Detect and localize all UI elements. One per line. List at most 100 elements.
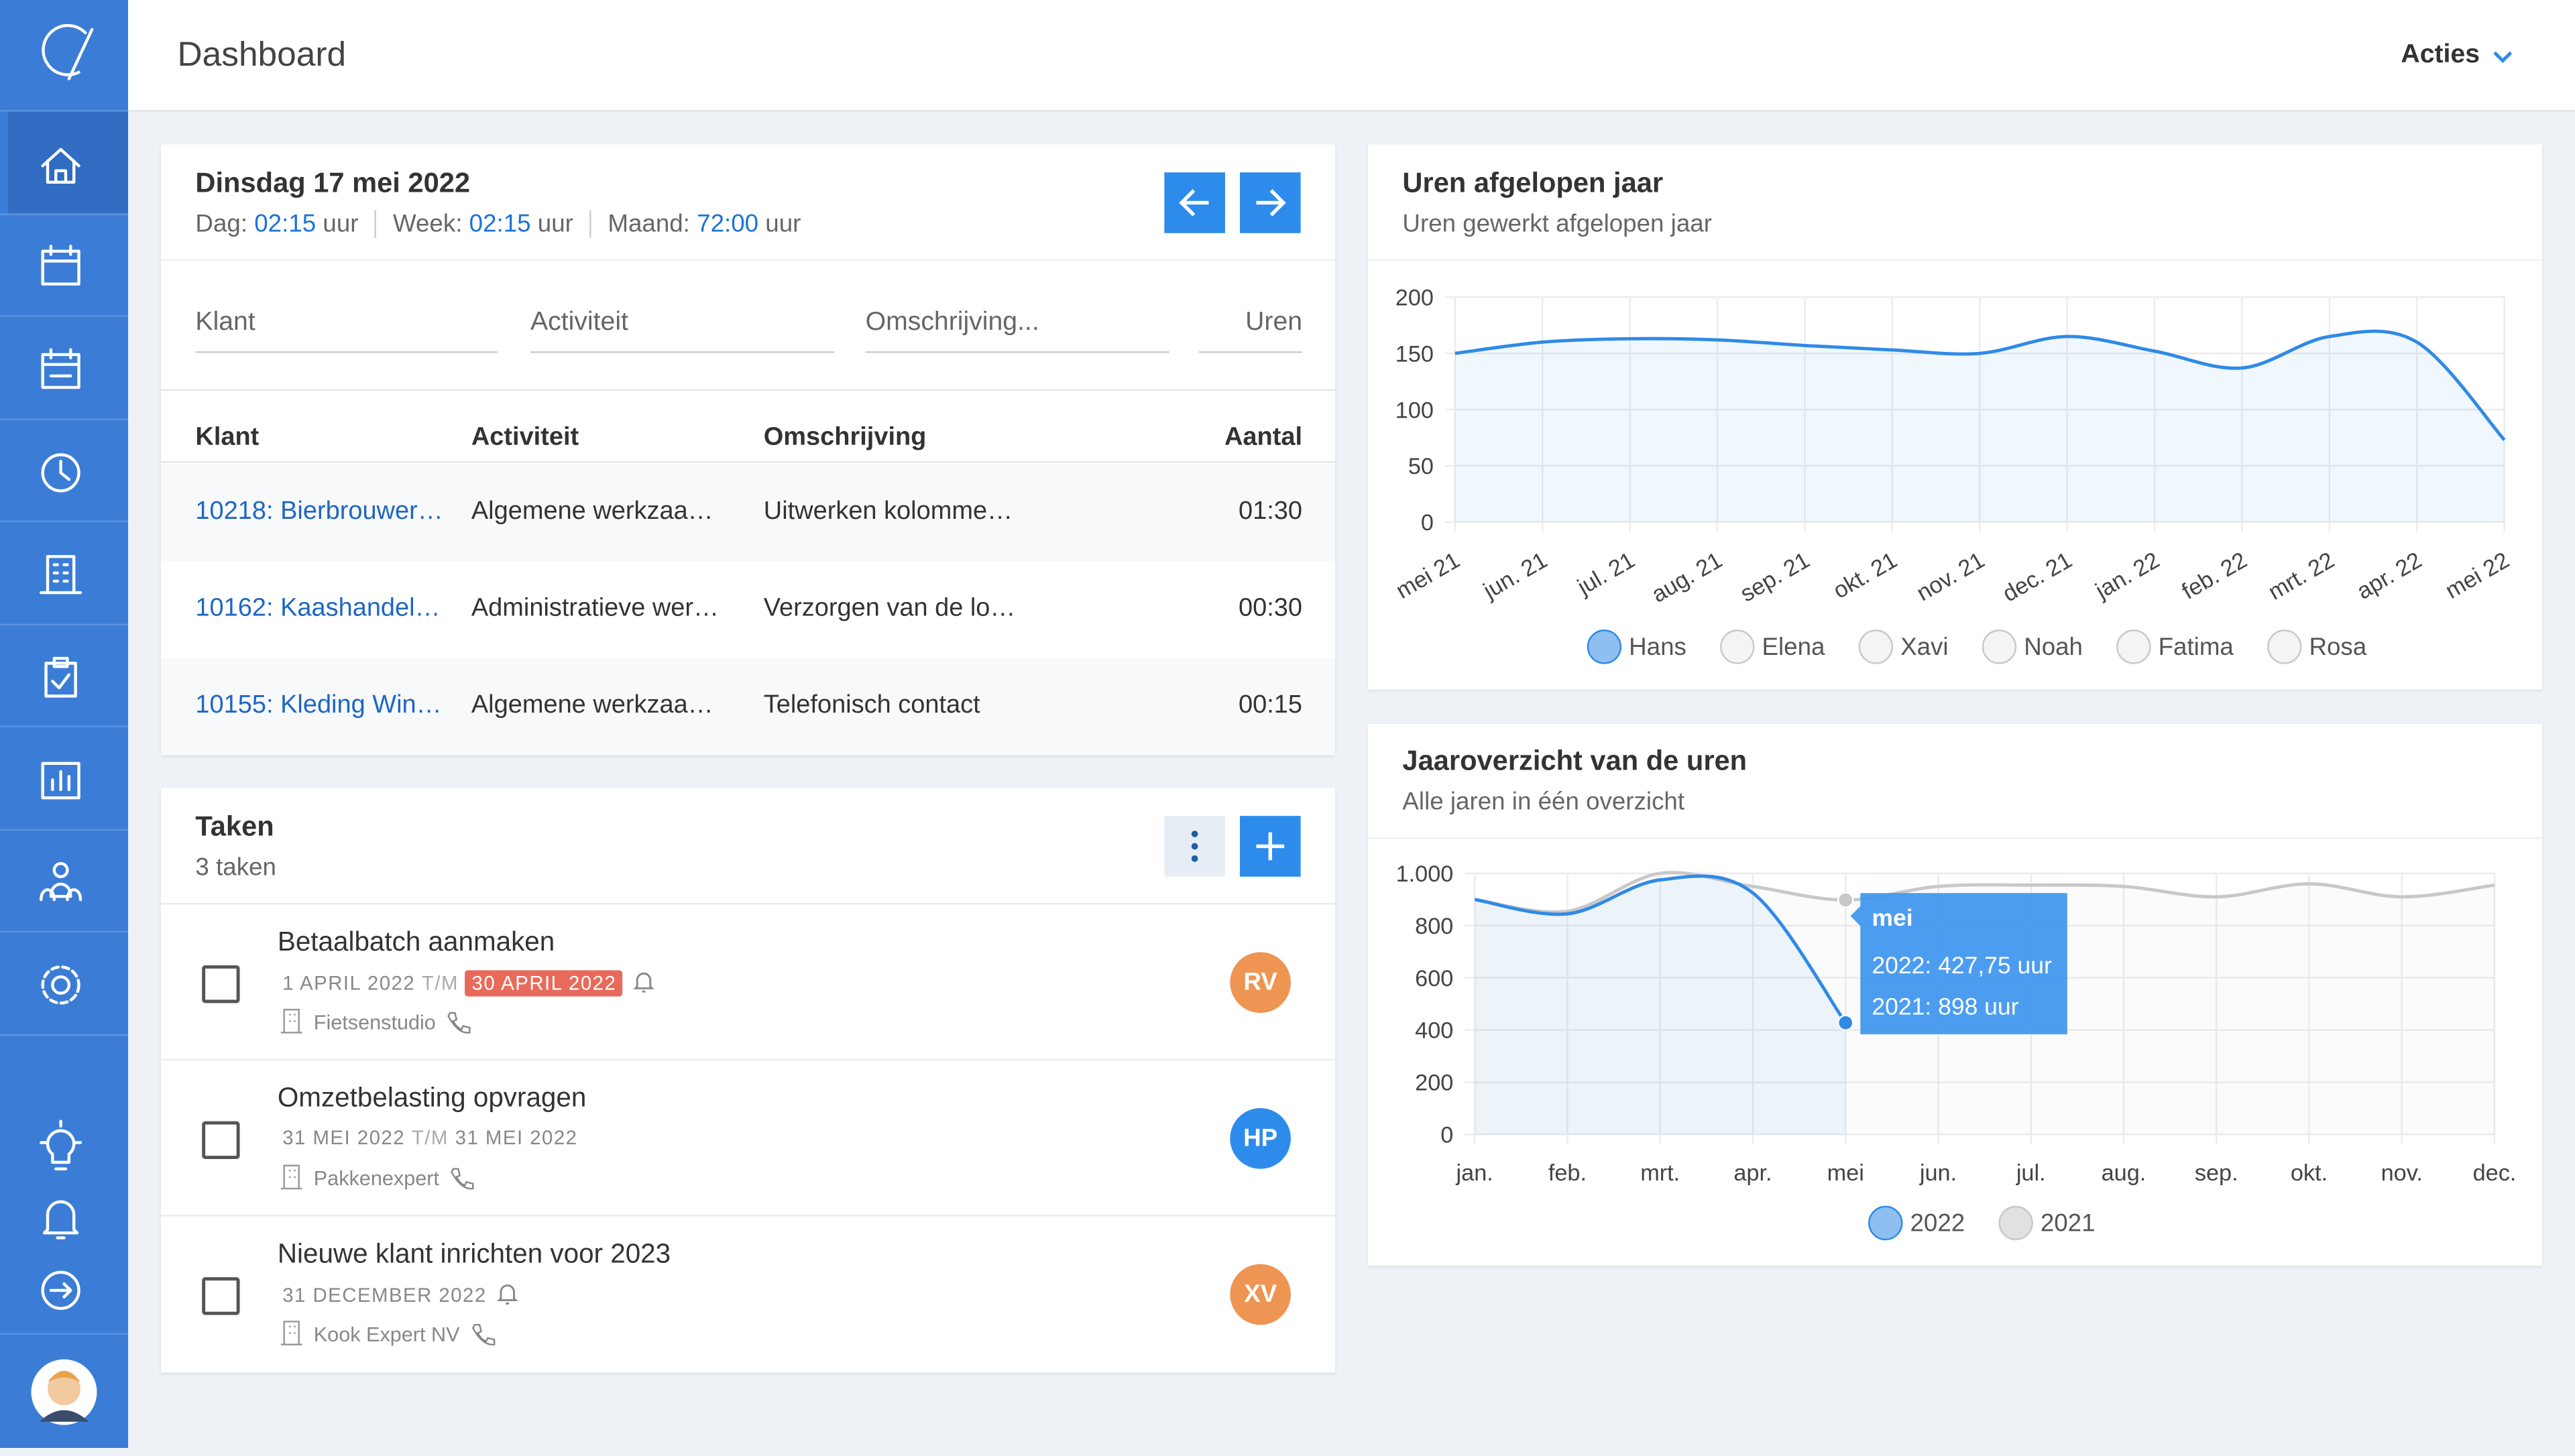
cell: Verzorgen van de lo… bbox=[763, 594, 1016, 623]
total-value: 02:15 bbox=[254, 210, 317, 239]
next-button[interactable] bbox=[1239, 172, 1301, 233]
x-tick-label: mei bbox=[1827, 1160, 1864, 1186]
cell: 10162: Kaashandel… bbox=[195, 594, 441, 623]
task-dates: 31 DECEMBER 2022 bbox=[282, 1282, 519, 1307]
x-tick-label: feb. bbox=[1548, 1160, 1587, 1186]
col-header: Klant bbox=[195, 423, 260, 452]
phone bbox=[451, 1168, 475, 1190]
cell: 10218: Bierbrouwer… bbox=[195, 497, 443, 526]
input-client[interactable]: Klant bbox=[195, 308, 498, 353]
table-row[interactable]: 10162: Kaashandel… Administratieve wer… Ve… bbox=[161, 561, 1336, 659]
cell: Algemene werkzaa… bbox=[471, 497, 713, 526]
checkbox[interactable] bbox=[202, 965, 240, 1004]
bell-icon[interactable] bbox=[42, 1200, 79, 1239]
x-tick-label: jul. bbox=[2016, 1160, 2046, 1186]
building-icon bbox=[280, 1008, 302, 1034]
y-tick-label: 0 bbox=[1421, 510, 1434, 536]
prev-button[interactable] bbox=[1164, 172, 1225, 233]
x-tick-label: sep. bbox=[2195, 1160, 2238, 1186]
more-button[interactable] bbox=[1164, 816, 1225, 877]
clock-icon[interactable] bbox=[41, 453, 80, 493]
building-icon[interactable] bbox=[40, 555, 82, 595]
separators bbox=[0, 110, 129, 1335]
client-name: Fietsenstudio bbox=[313, 1011, 436, 1034]
input-activity[interactable]: Activiteit bbox=[530, 308, 835, 353]
x-tick-label: sep. 21 bbox=[1736, 547, 1814, 607]
y-tick-label: 600 bbox=[1415, 966, 1453, 991]
start-date: 31 DECEMBER 2022 bbox=[282, 1284, 487, 1307]
checkbox[interactable] bbox=[202, 1121, 240, 1159]
table-row[interactable]: 10155: Kleding Win… Algemene werkzaa… Tele… bbox=[161, 658, 1336, 755]
total-label: Dag: bbox=[195, 210, 248, 239]
phone-icon bbox=[471, 1324, 496, 1346]
table-row[interactable]: 10218: Bierbrouwer… Algemene werkzaa… Uitw… bbox=[161, 465, 1336, 562]
input-description[interactable]: Omschrijving... bbox=[865, 308, 1169, 353]
task-title: Nieuwe klant inrichten voor 2023 bbox=[277, 1239, 671, 1270]
settings-icon[interactable] bbox=[51, 975, 71, 995]
x-tick-label: jun. bbox=[1919, 1160, 1957, 1186]
building-icon bbox=[280, 1164, 302, 1190]
x-tick-label: nov. 21 bbox=[1912, 547, 1989, 606]
cell: Telefonisch contact bbox=[763, 691, 980, 719]
tasks-icon[interactable] bbox=[44, 656, 77, 698]
legend-label: Rosa bbox=[2309, 633, 2366, 660]
total: Dag: 02:15 uur bbox=[195, 210, 358, 238]
y-tick-label: 800 bbox=[1415, 914, 1453, 939]
phone-icon bbox=[448, 1012, 471, 1034]
actions-menu[interactable]: Acties bbox=[2401, 41, 2480, 69]
logout-icon[interactable] bbox=[41, 1270, 80, 1311]
add-button[interactable] bbox=[1239, 816, 1301, 877]
assignee: XV bbox=[1230, 1264, 1291, 1325]
clock-hands bbox=[59, 459, 71, 481]
x-tick-label: jan. bbox=[1456, 1160, 1493, 1186]
tasks-count: 3 taken bbox=[195, 853, 276, 882]
bell bbox=[497, 1284, 519, 1305]
x-tick-label: apr. bbox=[1733, 1160, 1772, 1186]
reports-icon[interactable] bbox=[41, 762, 80, 800]
assignee: HP bbox=[1230, 1108, 1291, 1169]
end-date: 31 MEI 2022 bbox=[455, 1126, 578, 1150]
legend-label: 2021 bbox=[2041, 1209, 2096, 1237]
y-tick-label: 1.000 bbox=[1396, 861, 1454, 887]
task-title: Omzetbelasting opvragen bbox=[277, 1083, 587, 1113]
chart-subtitle: Alle jaren in één overzicht bbox=[1402, 788, 1685, 816]
x-tick-label: nov. bbox=[2381, 1160, 2423, 1186]
tooltip-line: 2021: 898 uur bbox=[1872, 993, 2018, 1020]
calendar-icon[interactable] bbox=[41, 245, 80, 286]
input-hours[interactable]: Uren bbox=[1198, 308, 1303, 353]
planning-icon[interactable] bbox=[41, 348, 80, 389]
avatar-face bbox=[48, 1372, 81, 1406]
total-unit: uur bbox=[765, 210, 801, 239]
client-name: Pakkenexpert bbox=[313, 1167, 439, 1191]
legend-swatch bbox=[1720, 629, 1755, 664]
task: Omzetbelasting opvragen 31 MEI 2022 T/M 31 … bbox=[161, 1058, 1336, 1217]
page-title: Dashboard bbox=[177, 36, 347, 74]
divider bbox=[1368, 259, 2543, 261]
cell: Algemene werkzaa… bbox=[471, 691, 713, 719]
team-icon[interactable] bbox=[40, 882, 82, 902]
line bbox=[1454, 329, 2506, 441]
phone bbox=[471, 1324, 496, 1346]
client-name: Kook Expert NV bbox=[313, 1323, 460, 1347]
y-tick-label: 400 bbox=[1415, 1018, 1453, 1044]
line bbox=[1474, 871, 2495, 914]
checkbox[interactable] bbox=[202, 1277, 240, 1315]
task-title: Betaalbatch aanmaken bbox=[277, 927, 555, 957]
point bbox=[1837, 892, 1854, 908]
tooltip-title: mei bbox=[1872, 904, 1912, 931]
legend-label: Elena bbox=[1762, 633, 1825, 660]
chevron bbox=[2493, 51, 2513, 64]
chart-title: Jaaroverzicht van de uren bbox=[1402, 745, 1748, 777]
total-value: 72:00 bbox=[697, 210, 759, 239]
line bbox=[1474, 874, 1847, 1024]
tips-icon[interactable] bbox=[40, 1119, 82, 1170]
table-header: Klant Activiteit Omschrijving Aantal bbox=[161, 423, 1336, 463]
x-tick-label: okt. 21 bbox=[1829, 547, 1902, 603]
reminder-icon bbox=[497, 1284, 519, 1305]
home-icon[interactable] bbox=[41, 147, 80, 184]
cell: Administratieve wer… bbox=[471, 594, 720, 623]
active-item[interactable] bbox=[8, 111, 129, 214]
col-header: Omschrijving bbox=[763, 423, 927, 452]
